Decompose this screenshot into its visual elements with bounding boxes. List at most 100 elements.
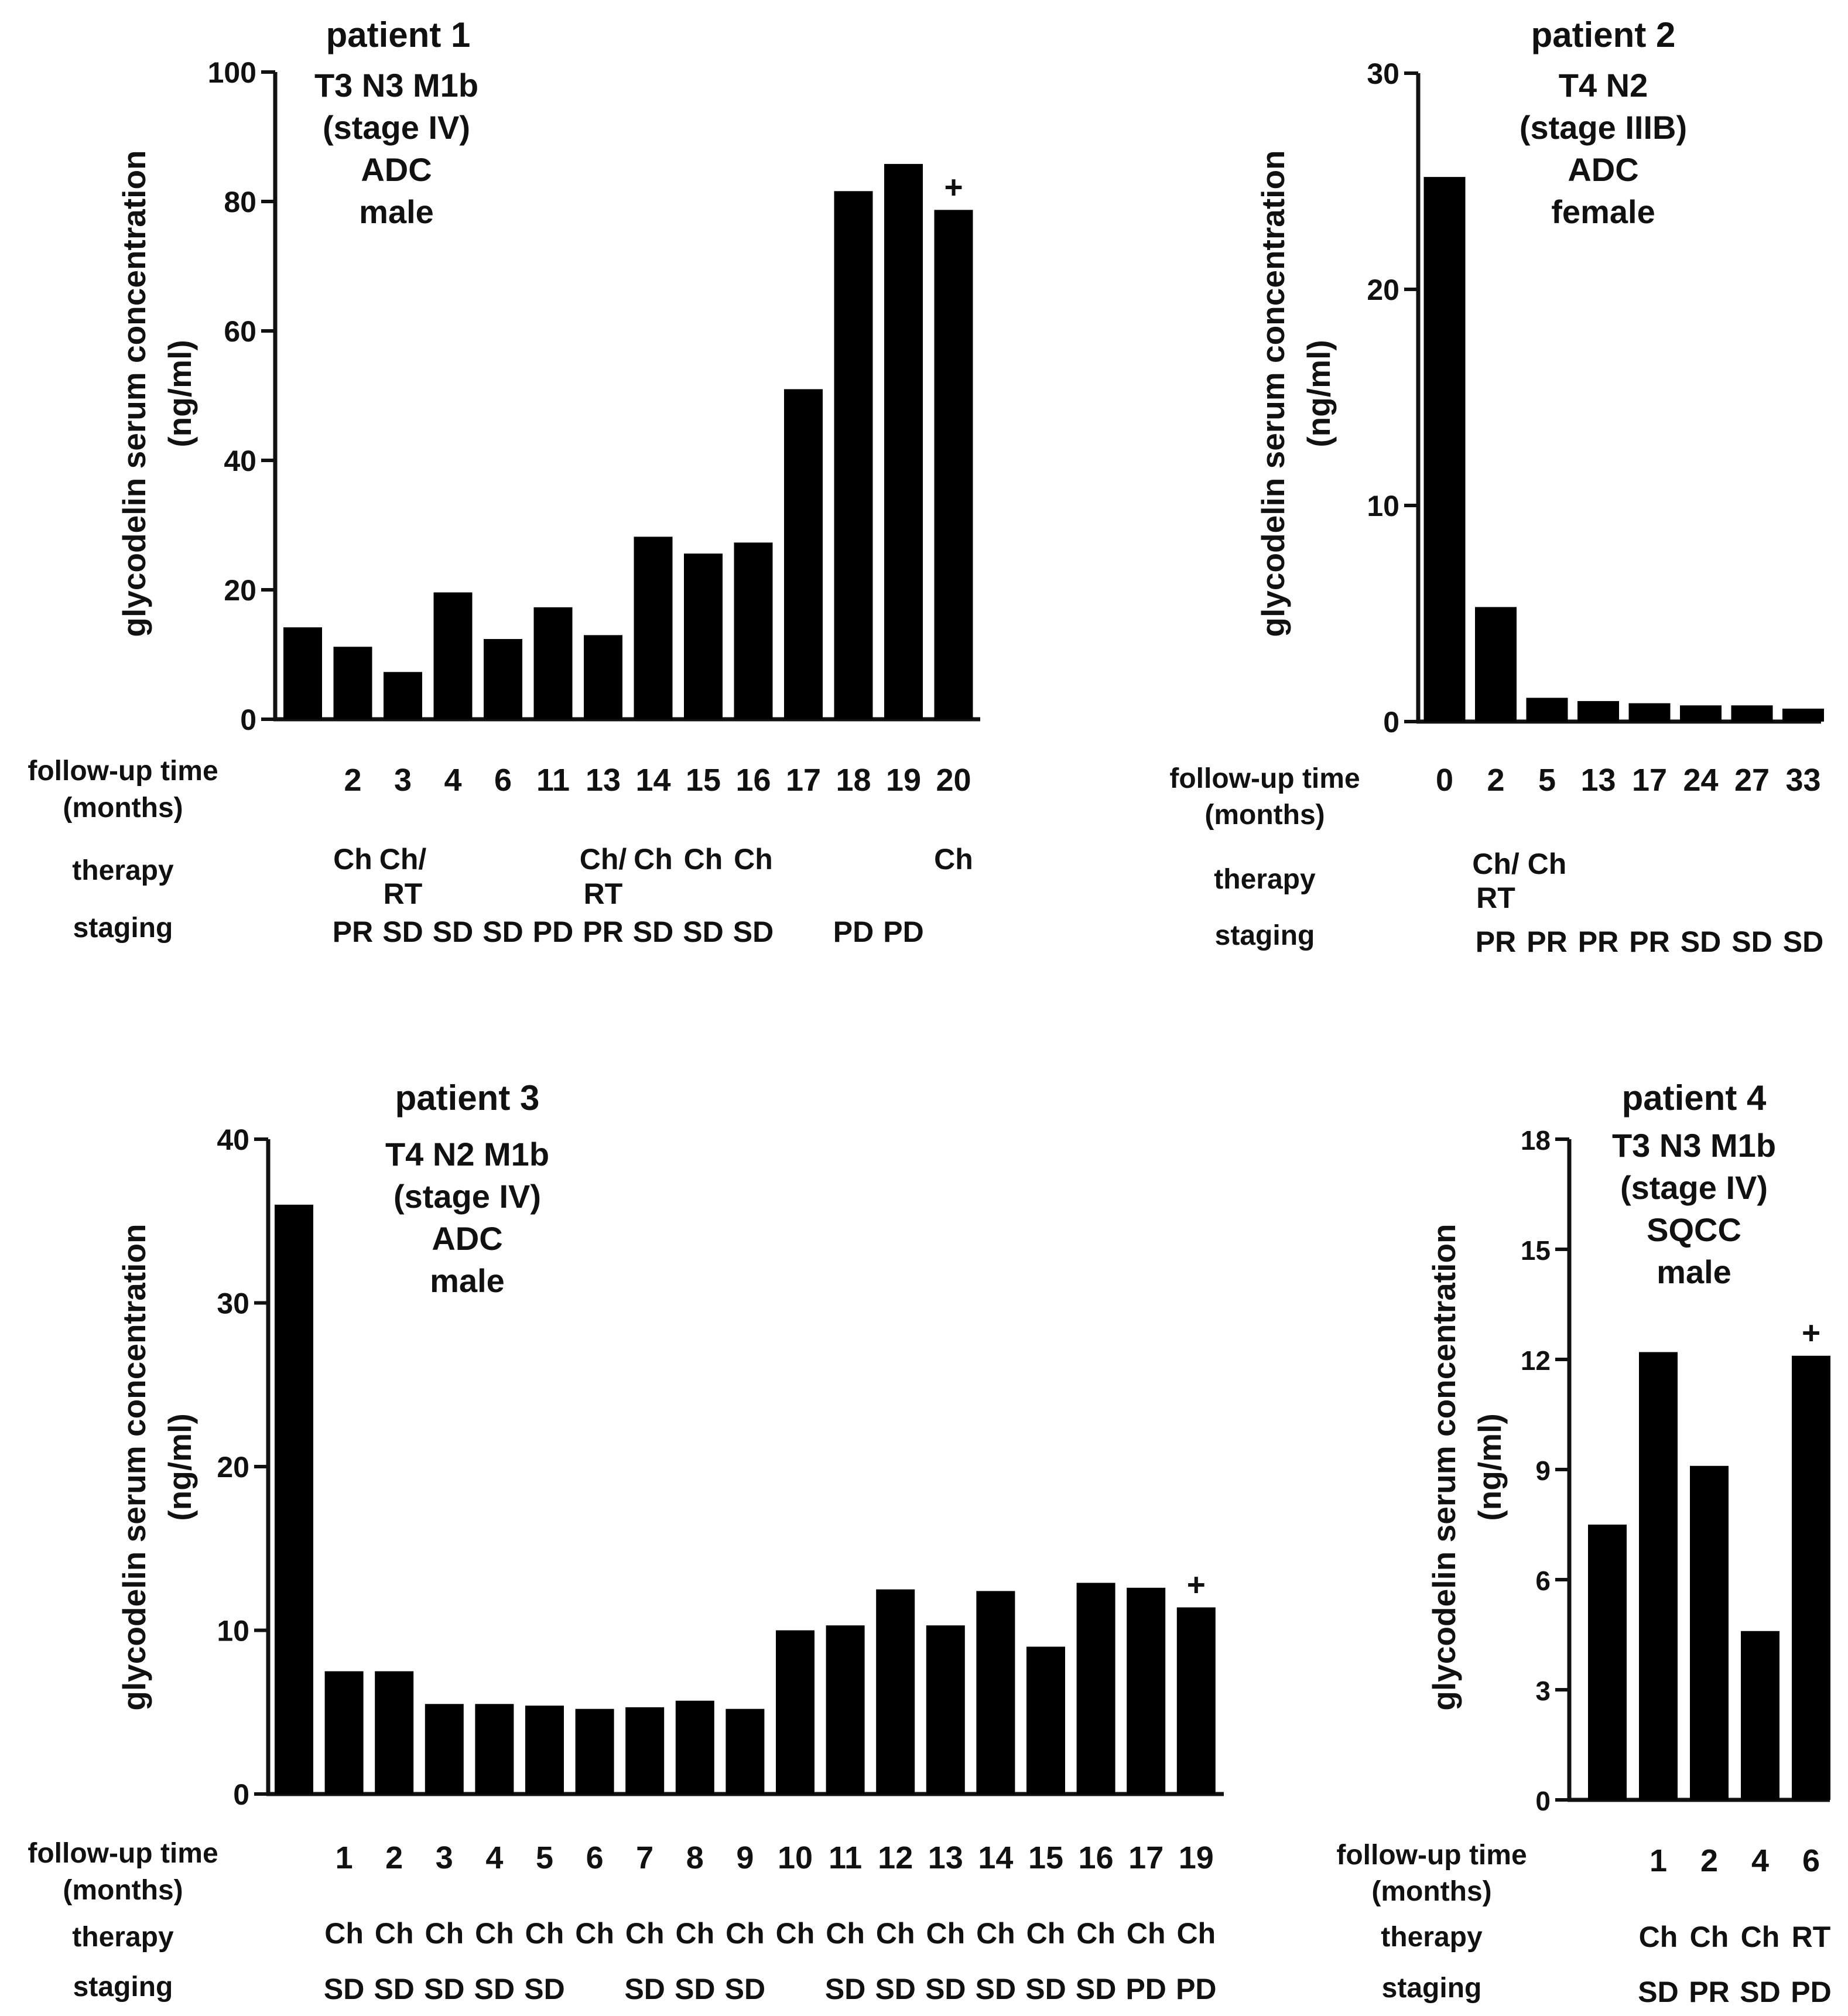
y-tick-label: 40 [217, 1123, 249, 1156]
staging-label: SD [1076, 1973, 1116, 2005]
bar [425, 1704, 464, 1794]
x-tick-label: 6 [1802, 1843, 1820, 1878]
therapy-label: Ch [1076, 1917, 1115, 1950]
y-tick-label: 20 [1367, 274, 1399, 306]
bar [784, 389, 823, 719]
y-tick-label: 0 [240, 703, 256, 736]
y-tick-label: 20 [217, 1451, 249, 1484]
y-tick-label: 40 [224, 445, 256, 477]
staging-label: SD [624, 1973, 665, 2005]
x-tick-label: 1 [1649, 1843, 1667, 1878]
therapy-label: Ch/ [379, 843, 427, 876]
x-tick-label: 33 [1785, 763, 1820, 798]
therapy-label: Ch [324, 1917, 364, 1950]
staging-label: PD [883, 915, 923, 948]
staging-label: SD [474, 1973, 515, 2005]
y-tick-label: 10 [217, 1615, 249, 1648]
bar [584, 635, 622, 719]
bar [1588, 1525, 1627, 1800]
bar [1731, 705, 1773, 722]
staging-label: SD [875, 1973, 915, 2005]
x-tick-label: 0 [1436, 763, 1453, 798]
bar [525, 1706, 564, 1794]
therapy-label: RT [584, 877, 623, 910]
bar [1423, 177, 1466, 722]
x-tick-label: 27 [1734, 763, 1770, 798]
chart-patient-3: patient 3 T4 N2 M1b (stage IV) ADC male glyco… [28, 1078, 1224, 2005]
y-axis-label-line: glycodelin serum concentration [116, 1224, 152, 1710]
y-tick-label: 9 [1535, 1455, 1551, 1486]
x-tick-label: 17 [1632, 763, 1667, 798]
x-tick-label: 13 [1580, 763, 1616, 798]
y-axis-label-line: glycodelin serum concentration [1426, 1224, 1462, 1710]
bar [1176, 1607, 1216, 1794]
therapy-label: Ch [1176, 1917, 1216, 1950]
bar [575, 1709, 614, 1794]
therapy-label: Ch [425, 1917, 464, 1950]
staging-label: SD [675, 1973, 715, 2005]
staging-row-label: staging [1215, 920, 1315, 951]
bar [1792, 1355, 1830, 1800]
therapy-label: Ch [333, 843, 372, 876]
x-tick-label: 18 [836, 763, 871, 798]
staging-row-label: staging [73, 913, 173, 944]
follow-up-time-label: follow-up time [1336, 1840, 1527, 1871]
y-tick-label: 100 [208, 56, 256, 89]
x-tick-label: 13 [586, 763, 621, 798]
bar [1475, 607, 1517, 722]
y-axis-label-line: glycodelin serum concentration [116, 150, 152, 637]
y-tick-label: 3 [1535, 1676, 1551, 1706]
x-tick-label: 12 [878, 1840, 913, 1875]
staging-label: PD [833, 915, 874, 948]
staging-label: SD [324, 1973, 364, 2005]
therapy-label: Ch [1741, 1921, 1780, 1953]
x-tick-label: 14 [978, 1840, 1013, 1875]
chart-patient-1: patient 1 T3 N3 M1b (stage IV) ADC male glyco… [28, 15, 980, 948]
bar [475, 1704, 514, 1794]
therapy-label: Ch [1127, 1917, 1166, 1950]
bar [484, 638, 522, 719]
x-tick-label: 10 [778, 1840, 813, 1875]
therapy-label: Ch [525, 1917, 564, 1950]
therapy-row-label: therapy [1214, 864, 1316, 895]
bar [1628, 703, 1671, 722]
chart-annotation: female [1551, 193, 1655, 230]
chart-annotation: male [430, 1262, 505, 1299]
chart-annotation: T4 N2 [1559, 67, 1648, 104]
bar [625, 1707, 665, 1794]
x-tick-label: 4 [444, 763, 461, 798]
staging-label: SD [482, 915, 523, 948]
staging-label: PD [1125, 1973, 1166, 2005]
therapy-row-label: therapy [72, 1922, 174, 1953]
chart-patient-4: patient 4 T3 N3 M1b (stage IV) SQCC male glyc… [1336, 1078, 1831, 2008]
bar [884, 163, 923, 719]
y-axis-label-line: (ng/ml) [162, 340, 198, 447]
staging-label: SD [374, 1973, 414, 2005]
x-tick-label: 19 [1179, 1840, 1214, 1875]
therapy-label: Ch [375, 1917, 414, 1950]
x-tick-label: 5 [536, 1840, 553, 1875]
x-tick-label: 3 [394, 763, 412, 798]
therapy-label: Ch [734, 843, 773, 876]
staging-label: SD [433, 915, 473, 948]
therapy-label: Ch [876, 1917, 915, 1950]
staging-label: PR [1689, 1976, 1729, 2008]
bar [283, 627, 322, 719]
x-tick-label: 2 [344, 763, 361, 798]
therapy-label: Ch [575, 1917, 614, 1950]
bar [684, 553, 723, 719]
bar [333, 647, 372, 719]
chart-annotation: male [1657, 1253, 1731, 1290]
staging-label: PR [333, 915, 373, 948]
staging-label: PR [1527, 925, 1567, 958]
chart-title: patient 3 [395, 1078, 540, 1118]
follow-up-time-label: follow-up time [28, 756, 218, 787]
staging-row-label: staging [1382, 1973, 1482, 2004]
y-axis-label-line: (ng/ml) [1471, 1413, 1508, 1520]
y-tick-label: 15 [1521, 1235, 1551, 1266]
deceased-mark: + [1187, 1566, 1206, 1602]
bar [934, 210, 973, 719]
chart-title: patient 4 [1622, 1078, 1767, 1118]
staging-label: SD [1681, 925, 1721, 958]
